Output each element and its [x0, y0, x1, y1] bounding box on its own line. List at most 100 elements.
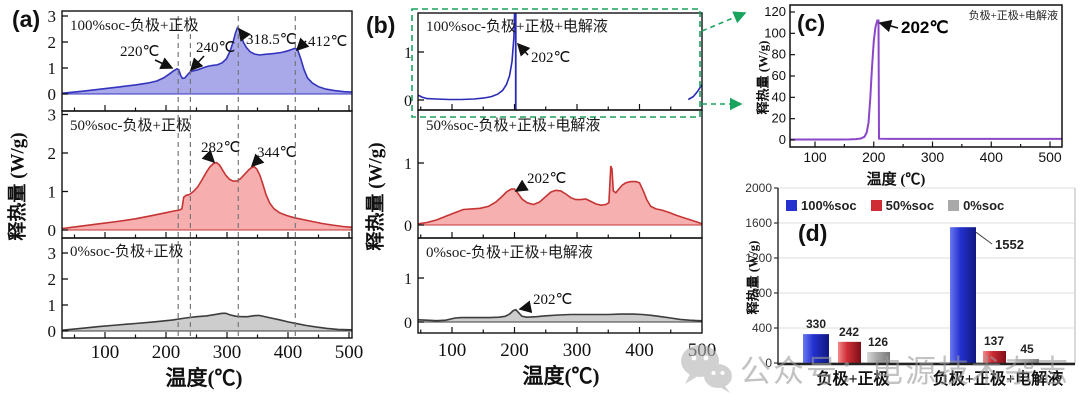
annotation-arrow [516, 42, 531, 57]
y-tick-label: 1200 [745, 251, 772, 265]
y-tick-label: 0 [404, 218, 412, 235]
panel-a-ylabel: 释热量 (W/g) [7, 132, 29, 241]
legend-swatch-50soc [870, 200, 882, 211]
panel-a-xlabel: 温度(℃) [165, 366, 243, 390]
panel-c-peak-annotation: 202℃ [901, 18, 949, 37]
link-arrow-top [701, 11, 747, 32]
x-tick-label: 400 [625, 340, 654, 361]
subplot-a3-title: 0%soc-负极+正极 [70, 244, 184, 260]
y-tick-label: 1 [404, 45, 412, 62]
y-tick-label: 1 [48, 59, 57, 78]
annotation-arrow [189, 55, 205, 72]
x-tick-label: 300 [921, 149, 945, 165]
bar-value-label: 126 [868, 335, 888, 349]
y-tick-label: 1 [48, 296, 57, 315]
y-tick-label: 0 [404, 93, 412, 110]
highlight-box [411, 8, 701, 118]
y-tick-label: 1 [404, 156, 412, 173]
x-tick-label: 100 [438, 340, 467, 361]
y-tick-label: 2 [48, 144, 57, 163]
y-tick-label: 1 [404, 271, 412, 288]
y-tick-label: 2 [48, 270, 57, 289]
bar-50%soc-负极+正极 [838, 341, 861, 363]
subplot-b3-title: 0%soc-负极+正极+电解液 [426, 245, 593, 261]
panel-d-label: (d) [798, 220, 828, 246]
x-tick-label: 200 [152, 342, 181, 363]
subplot-frame [417, 237, 703, 334]
legend-label-100soc: 100%soc [801, 198, 857, 213]
annotation-arrow [250, 153, 265, 168]
curve-a2 [62, 161, 352, 230]
watermark-text: 公众号：电源技术杂志 [740, 353, 1070, 389]
y-tick-label: 800 [752, 286, 772, 300]
legend-swatch-0soc [948, 200, 960, 211]
y-tick-label: 400 [752, 321, 772, 335]
x-tick-label: 100 [91, 342, 120, 363]
bar-value-label: 137 [984, 334, 1004, 348]
y-tick-label: 2000 [745, 181, 772, 195]
bar-value-label: 330 [806, 317, 826, 331]
legend-item-100soc: 100%soc [786, 198, 857, 213]
x-tick-label: 300 [563, 340, 592, 361]
annotation-arrow [518, 300, 533, 314]
panel-b-xlabel: 温度(℃) [522, 364, 600, 388]
panel-c-legend: 负极+正极+电解液 [968, 10, 1058, 22]
y-tick-label: 3 [48, 106, 57, 125]
peak-annotation: 412℃ [308, 34, 347, 50]
y-tick-label: 1 [48, 183, 57, 202]
y-tick-label: 0 [48, 221, 57, 240]
y-tick-label: 0 [779, 132, 786, 147]
y-tick-label: 60 [772, 68, 786, 83]
subplot-a2-title: 50%soc-负极+正极 [70, 118, 191, 134]
wechat-icon [681, 345, 732, 393]
curve-b2 [418, 165, 702, 225]
peak-annotation: 240℃ [196, 40, 235, 56]
legend-label-50soc: 50%soc [885, 198, 935, 213]
x-tick-label: 400 [274, 342, 303, 363]
peak-annotation: 344℃ [257, 145, 296, 161]
x-tick-label: 300 [213, 342, 242, 363]
peak-annotation: 282℃ [201, 140, 240, 156]
bar-value-label: 45 [1020, 342, 1034, 356]
y-tick-label: 3 [48, 244, 57, 263]
panel-b-ylabel: 释热量 (W/g) [365, 142, 387, 251]
y-tick-label: 100 [764, 25, 786, 40]
bar-100%soc-负极+正极 [803, 334, 829, 363]
curve-b3 [418, 308, 702, 322]
panel-c-label: (c) [797, 10, 826, 36]
y-tick-label: 3 [48, 7, 57, 26]
y-tick-label: 40 [772, 89, 786, 104]
curve-b1 [418, 13, 516, 101]
y-tick-label: 20 [772, 111, 786, 126]
annotation-arrow [295, 37, 310, 52]
x-tick-label: 500 [335, 342, 364, 363]
y-tick-label: 80 [772, 47, 786, 62]
annotation-arrow [238, 27, 251, 42]
x-tick-label: 200 [500, 340, 529, 361]
annotation-arrow [201, 149, 216, 164]
curve-c [790, 19, 1062, 141]
panel-d-frame [777, 187, 1076, 364]
y-tick-label: 2 [48, 33, 57, 52]
panel-a-label: (a) [12, 6, 41, 32]
peak-annotation: 202℃ [527, 171, 566, 187]
panel-d-category-1: 负极+正极 [816, 371, 890, 388]
watermark: 公众号：电源技术杂志 [680, 342, 1070, 394]
legend-item-50soc: 50%soc [870, 198, 935, 213]
curve-a3 [62, 312, 352, 331]
legend-item-0soc: 0%soc [948, 198, 1004, 213]
area-b3 [418, 309, 702, 322]
peak-annotation: 202℃ [533, 292, 572, 308]
curve-a1 [62, 26, 352, 94]
annotation-arrow [514, 179, 529, 192]
legend-label-0soc: 0%soc [963, 198, 1005, 213]
annotation-arrow [154, 57, 174, 70]
subplot-frame [61, 237, 353, 339]
panel-d-ylabel: 释热量 (W/g) [745, 240, 761, 315]
legend-swatch-100soc [786, 200, 797, 211]
y-tick-label: 0 [404, 315, 412, 332]
annotation-arrow-c [878, 19, 899, 33]
bar-0%soc-负极+正极+电解液 [1016, 359, 1039, 363]
